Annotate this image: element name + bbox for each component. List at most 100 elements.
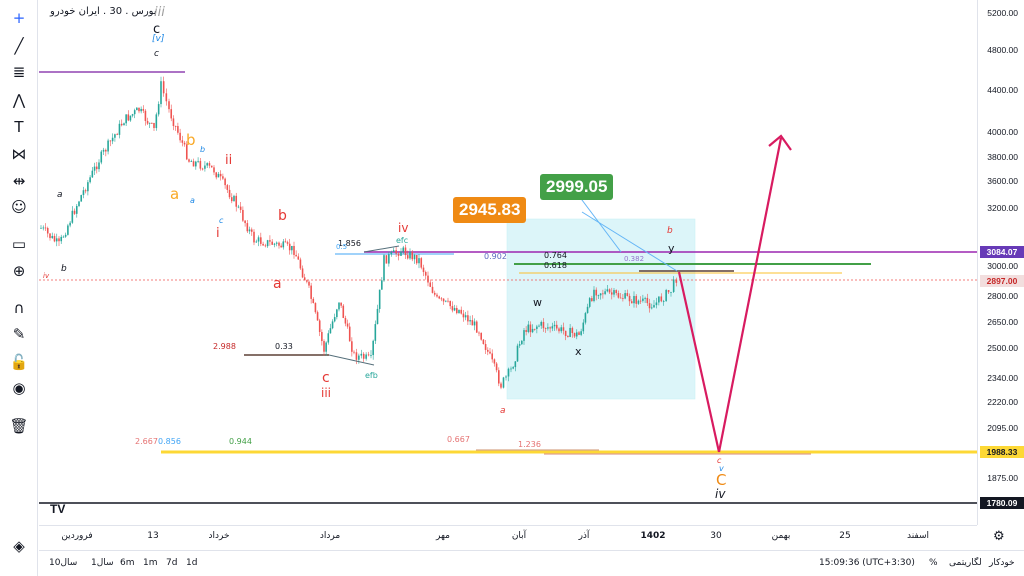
time-axis[interactable]: فروردین 13 خرداد مرداد مهر آبان آذر 1402 30 بهمن 2… — [39, 525, 977, 547]
range-button-10سال[interactable]: 10سال — [49, 558, 78, 568]
wave-label-v-top: [v] — [152, 34, 165, 44]
wave-label-y: y — [668, 242, 675, 255]
candle-body — [622, 298, 624, 299]
candle-body — [597, 295, 600, 297]
candle-body — [531, 328, 534, 333]
candle-body — [95, 166, 98, 170]
auto-toggle[interactable]: خودکار — [989, 558, 1015, 568]
time-tick: فروردین — [61, 531, 93, 541]
candle-body — [507, 368, 510, 377]
candle-body — [323, 341, 325, 352]
candle-body — [493, 359, 496, 364]
zoom-in-icon[interactable]: ⊕ — [12, 262, 26, 280]
candle-body — [329, 328, 332, 334]
candle-body — [75, 206, 78, 214]
candle-body — [125, 114, 127, 124]
candle-body — [400, 251, 402, 256]
candle-body — [498, 370, 500, 384]
lock-icon[interactable]: 🔓 — [9, 353, 29, 371]
candle-body — [602, 293, 604, 295]
layers-icon[interactable]: ◈ — [13, 537, 25, 555]
price-tick: 3600.00 — [987, 176, 1018, 186]
candle-body — [131, 114, 134, 116]
price-tick: 2340.00 — [987, 373, 1018, 383]
lock-drawing-icon[interactable]: ✎ — [12, 325, 26, 343]
candle-body — [406, 255, 409, 259]
trash-icon[interactable]: 🗑 — [9, 417, 29, 435]
fib-icon[interactable]: ≣ — [12, 63, 26, 81]
candle-body — [271, 241, 273, 245]
candle-body — [411, 251, 414, 260]
magnet-icon[interactable]: ∩ — [13, 299, 25, 317]
path-icon[interactable]: ⋈ — [11, 145, 27, 163]
text-icon[interactable]: T — [14, 118, 24, 136]
candle-body — [331, 321, 334, 329]
candle-body — [404, 247, 407, 256]
price-badge: 1780.09 — [980, 497, 1024, 509]
eye-icon[interactable]: ◉ — [12, 379, 26, 397]
candle-body — [278, 242, 280, 246]
emoji-icon[interactable]: ☺ — [11, 198, 27, 216]
candle-body — [642, 298, 644, 301]
candle-body — [536, 326, 538, 329]
price-axis[interactable]: 5200.00 4800.00 4400.00 4000.00 3800.00 3600.… — [977, 0, 1024, 525]
trendline-icon[interactable]: ╱ — [14, 37, 24, 55]
candle-body — [204, 165, 206, 169]
candle-body — [123, 123, 125, 126]
candle-body — [264, 245, 267, 247]
candle-body — [376, 308, 379, 325]
price-tick: 5200.00 — [987, 8, 1018, 18]
candle-body — [599, 293, 602, 296]
price-badge: 2897.00 — [980, 275, 1024, 287]
fib-2667: 2.667 — [135, 437, 158, 446]
candle-body — [424, 272, 427, 276]
candle-body — [665, 289, 667, 302]
candle-body — [62, 236, 65, 238]
range-button-7d[interactable]: 7d — [166, 558, 178, 568]
wave-label-c-blue: c — [219, 216, 224, 225]
candle-body — [462, 313, 465, 318]
gear-icon[interactable]: ⚙ — [993, 529, 1005, 544]
candle-body — [571, 327, 574, 334]
range-button-1سال[interactable]: 1سال — [91, 558, 114, 568]
measure-tools-icon[interactable]: ⇹ — [12, 172, 26, 190]
candle-body — [42, 227, 45, 229]
percent-toggle[interactable]: % — [929, 558, 938, 568]
candle-body — [233, 195, 235, 202]
pattern-icon[interactable]: ⋀ — [12, 91, 26, 109]
price-tick: 2800.00 — [987, 291, 1018, 301]
crosshair-icon[interactable]: + — [12, 9, 26, 27]
candle-body — [374, 324, 377, 341]
candle-body — [433, 292, 436, 295]
price-chart[interactable] — [39, 0, 977, 525]
candle-body — [153, 122, 155, 129]
candle-body — [353, 351, 355, 353]
range-button-1d[interactable]: 1d — [186, 558, 198, 568]
candle-body — [342, 305, 345, 318]
ruler-icon[interactable]: ▭ — [11, 235, 27, 253]
candle-body — [469, 320, 471, 322]
candle-body — [44, 227, 47, 229]
candle-body — [624, 293, 626, 299]
candle-body — [580, 331, 582, 335]
range-button-1m[interactable]: 1m — [143, 558, 158, 568]
fib-0764: 0.764 — [544, 251, 567, 260]
candle-body — [257, 237, 260, 242]
candle-body — [397, 253, 400, 256]
range-button-6m[interactable]: 6m — [120, 558, 135, 568]
candle-body — [456, 308, 458, 314]
candle-body — [82, 190, 85, 196]
candle-body — [610, 292, 613, 295]
callout-pointer-1 — [578, 195, 622, 253]
candle-body — [174, 126, 177, 127]
candle-body — [142, 108, 145, 111]
candle-body — [273, 243, 276, 245]
wave-label-C-orange: C — [716, 471, 727, 489]
log-toggle[interactable]: لگاریتمی — [949, 558, 982, 568]
candle-body — [639, 300, 642, 302]
price-tick: 2095.00 — [987, 423, 1018, 433]
candle-body — [230, 197, 233, 202]
candle-body — [635, 296, 638, 304]
candle-body — [160, 81, 162, 105]
candle-body — [473, 321, 476, 326]
